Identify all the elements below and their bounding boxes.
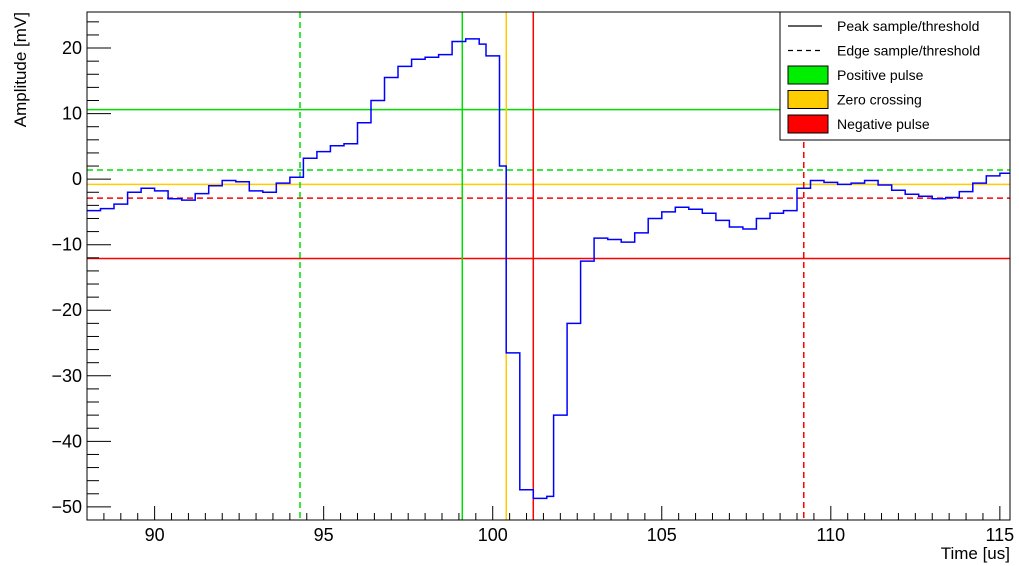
legend-label-4: Negative pulse [837,116,930,132]
y-tick-label-4: −20 [51,300,82,320]
x-axis-title: Time [us] [941,544,1010,563]
legend-swatch-box-2 [787,65,829,85]
y-tick-label-7: −50 [51,497,82,517]
x-tick-label-0: 90 [145,525,165,545]
x-tick-label-2: 100 [478,525,508,545]
series-group [87,38,1010,500]
y-tick-label-0: 20 [62,38,82,58]
x-tick-label-4: 110 [816,525,845,545]
legend-swatch-box-3 [787,90,829,109]
plot-frame [86,11,1011,521]
x-tick-label-3: 105 [647,525,677,545]
legend-swatch-box-4 [787,114,829,134]
x-tick-label-5: 115 [986,525,1015,545]
legend-label-1: Edge sample/threshold [837,43,980,59]
axis-ticks [86,21,1001,521]
y-axis-title: Amplitude [mV] [11,12,30,127]
legend-label-3: Zero crossing [837,92,922,108]
legend-label-0: Peak sample/threshold [837,18,979,34]
x-tick-label-1: 95 [314,525,334,545]
y-tick-label-3: −10 [51,235,82,255]
legend: Peak sample/threshold Edge sample/thresho… [779,11,1011,141]
y-tick-label-6: −40 [51,431,82,451]
series-line-0 [87,38,1010,500]
y-tick-label-1: 10 [62,104,82,124]
y-tick-label-5: −30 [51,366,82,386]
y-tick-label-2: 0 [72,169,82,189]
legend-label-2: Positive pulse [837,67,924,83]
